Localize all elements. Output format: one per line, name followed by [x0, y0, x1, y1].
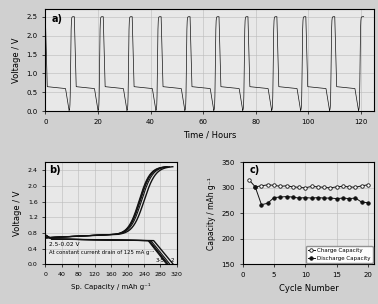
Discharge Capacity: [284, 195, 289, 199]
Discharge Capacity: [259, 203, 264, 206]
Charge Capacity: [284, 184, 289, 188]
Discharge Capacity: [359, 200, 364, 204]
Charge Capacity: [341, 185, 345, 188]
Discharge Capacity: [366, 201, 370, 205]
Charge Capacity: [309, 185, 314, 188]
Text: 3-5: 3-5: [156, 258, 165, 263]
Text: At constant current drain of 125 mA g⁻¹: At constant current drain of 125 mA g⁻¹: [49, 250, 155, 255]
Discharge Capacity: [328, 196, 333, 200]
Discharge Capacity: [278, 195, 282, 199]
Charge Capacity: [366, 183, 370, 187]
Charge Capacity: [272, 184, 276, 187]
Charge Capacity: [303, 186, 308, 190]
Discharge Capacity: [303, 196, 308, 199]
Charge Capacity: [278, 185, 282, 188]
Charge Capacity: [316, 185, 320, 189]
Discharge Capacity: [341, 196, 345, 200]
Line: Discharge Capacity: Discharge Capacity: [254, 185, 370, 206]
Text: 2.5-0.02 V: 2.5-0.02 V: [49, 242, 80, 247]
Y-axis label: Voltage / V: Voltage / V: [12, 37, 21, 83]
X-axis label: Sp. Capacity / mAh g⁻¹: Sp. Capacity / mAh g⁻¹: [71, 283, 151, 290]
Y-axis label: Voltage / V: Voltage / V: [13, 191, 22, 236]
Charge Capacity: [335, 185, 339, 189]
Charge Capacity: [247, 178, 251, 181]
Charge Capacity: [297, 185, 301, 189]
X-axis label: Time / Hours: Time / Hours: [183, 130, 237, 140]
Discharge Capacity: [309, 196, 314, 200]
Discharge Capacity: [291, 195, 295, 199]
Discharge Capacity: [265, 201, 270, 205]
Charge Capacity: [347, 185, 352, 189]
Charge Capacity: [322, 185, 326, 189]
Charge Capacity: [359, 184, 364, 188]
Text: 2: 2: [170, 258, 174, 263]
Charge Capacity: [328, 186, 333, 190]
Y-axis label: Capacity / mAh g⁻¹: Capacity / mAh g⁻¹: [207, 177, 216, 250]
Charge Capacity: [259, 184, 264, 188]
Text: b): b): [49, 165, 61, 175]
Charge Capacity: [291, 185, 295, 189]
Line: Charge Capacity: Charge Capacity: [247, 178, 370, 190]
Discharge Capacity: [297, 196, 301, 200]
Charge Capacity: [265, 183, 270, 187]
Discharge Capacity: [272, 196, 276, 199]
Text: a): a): [52, 14, 63, 24]
Discharge Capacity: [347, 197, 352, 200]
Discharge Capacity: [253, 185, 257, 189]
Discharge Capacity: [316, 196, 320, 199]
Discharge Capacity: [353, 196, 358, 200]
X-axis label: Cycle Number: Cycle Number: [279, 284, 338, 293]
Charge Capacity: [253, 185, 257, 189]
Legend: Charge Capacity, Discharge Capacity: Charge Capacity, Discharge Capacity: [306, 246, 373, 263]
Text: c): c): [249, 165, 260, 175]
Charge Capacity: [353, 185, 358, 189]
Discharge Capacity: [335, 197, 339, 200]
Discharge Capacity: [322, 196, 326, 200]
